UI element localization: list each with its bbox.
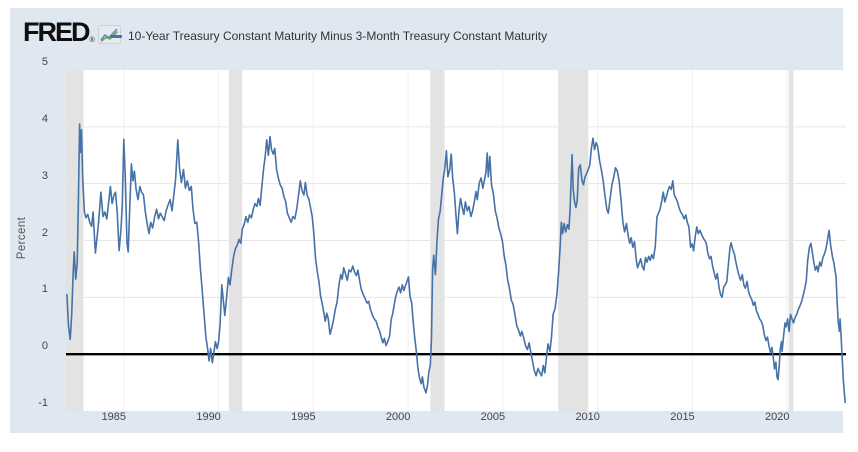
- legend-label: 10-Year Treasury Constant Maturity Minus…: [128, 29, 548, 43]
- y-tick-label: 0: [41, 340, 48, 353]
- chart-card: FRED ® 10-Year Treasury Constant Maturit…: [10, 8, 847, 433]
- legend-line-swatch: [110, 34, 122, 38]
- y-tick-label: 4: [41, 112, 48, 125]
- series-legend[interactable]: 10-Year Treasury Constant Maturity Minus…: [110, 16, 547, 56]
- y-tick-label: 3: [41, 169, 48, 182]
- x-tick-label: 2005: [480, 411, 506, 423]
- x-tick-label: 1995: [291, 411, 316, 423]
- x-tick-label: 2020: [764, 411, 790, 423]
- y-tick-label: 1: [41, 283, 48, 296]
- x-tick-label: 2010: [575, 411, 600, 423]
- y-tick-label: 2: [41, 226, 48, 239]
- fred-logo-text: FRED: [23, 17, 90, 47]
- x-tick-label: 2015: [670, 411, 695, 423]
- x-tick-label: 1990: [196, 411, 221, 423]
- chart-header: FRED ® 10-Year Treasury Constant Maturit…: [15, 16, 843, 56]
- spread-line: [66, 123, 847, 404]
- x-tick-label: 2000: [385, 411, 411, 423]
- x-tick-label: 1985: [101, 411, 127, 423]
- y-tick-label: 5: [41, 56, 48, 68]
- chart-plot-area[interactable]: [66, 70, 847, 411]
- y-tick-label: -1: [38, 397, 48, 409]
- registered-mark: ®: [89, 37, 95, 44]
- fred-logo[interactable]: FRED ®: [23, 17, 121, 47]
